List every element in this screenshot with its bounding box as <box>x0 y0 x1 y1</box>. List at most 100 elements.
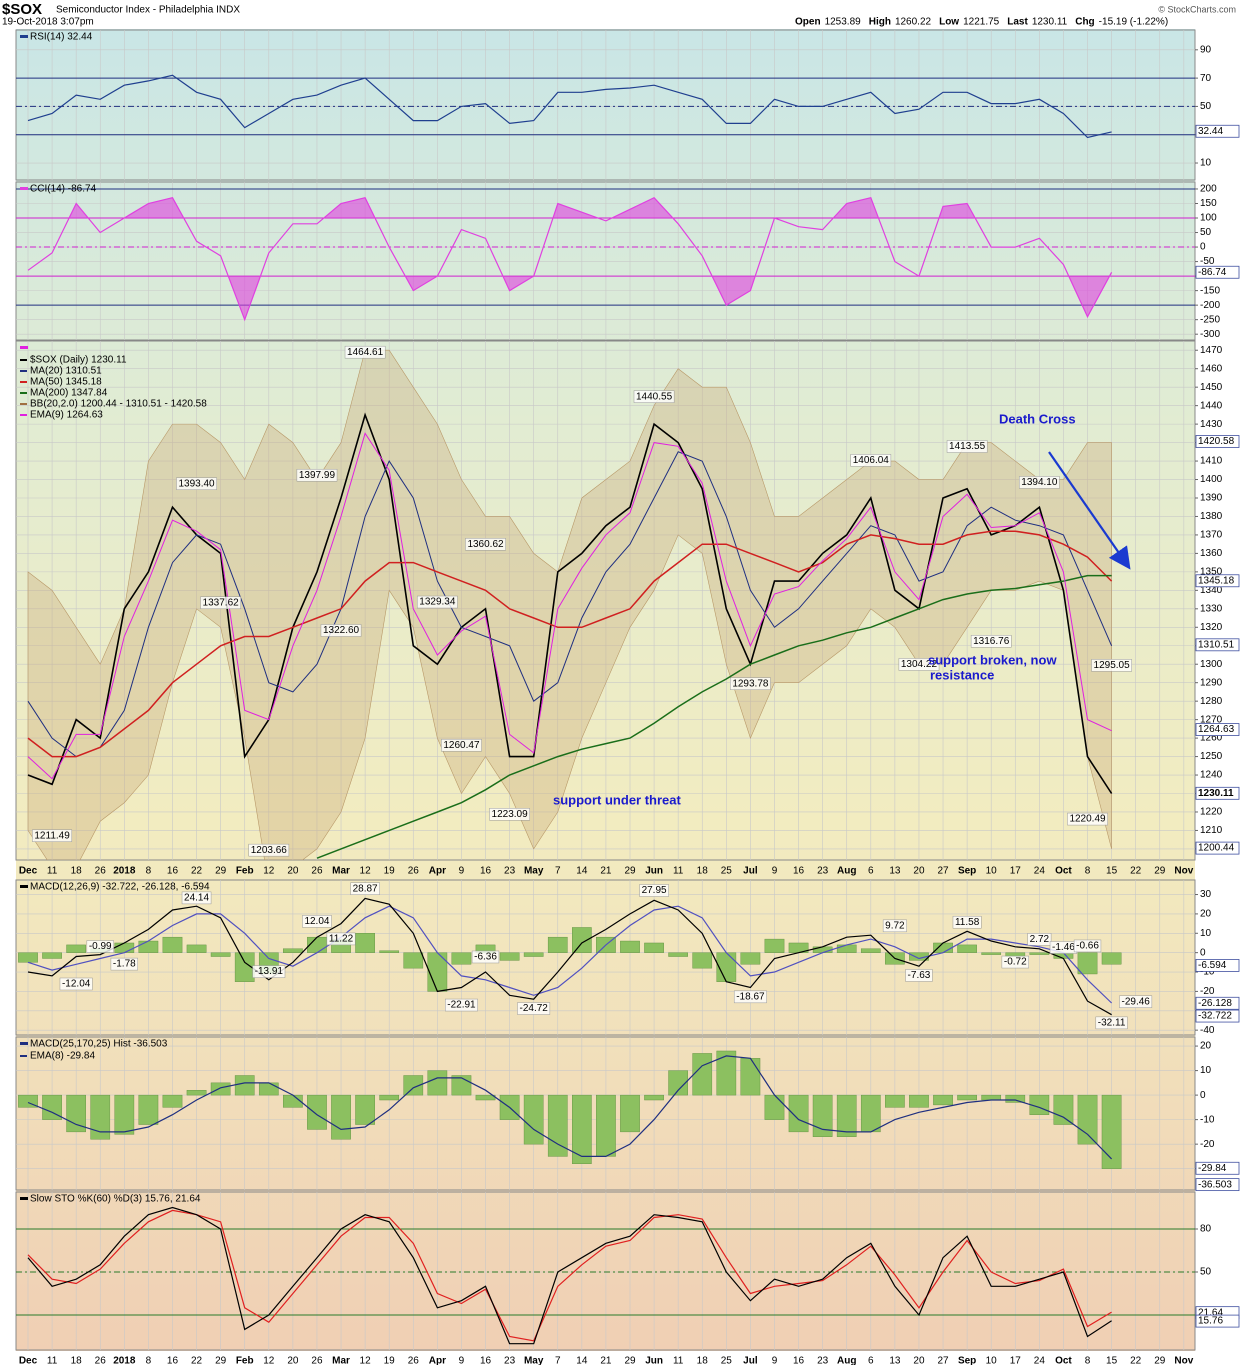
extreme-label-box <box>1027 933 1052 946</box>
y-tick-label: 10 <box>1200 158 1212 169</box>
extreme-label: 1406.04 <box>853 455 890 466</box>
y-tick-label: -10 <box>1200 967 1215 978</box>
value-tag-label: 1230.11 <box>1198 788 1234 799</box>
panel-title: Slow STO %K(60) %D(3) 15.76, 21.64 <box>30 1194 201 1205</box>
y-tick-label: 80 <box>1200 1224 1212 1235</box>
x-tick-label: 19 <box>384 1356 396 1365</box>
value-tag <box>1195 1178 1240 1192</box>
extreme-label-box <box>1073 939 1102 953</box>
panel-title: MACD(25,170,25) Hist -36.503 <box>30 1039 168 1050</box>
x-tick-label: 11 <box>47 866 58 877</box>
x-tick-label: 8 <box>146 1356 152 1365</box>
x-tick-label: Dec <box>19 1356 38 1365</box>
x-tick-label: 10 <box>986 1356 998 1365</box>
value-tag-label: -36.503 <box>1198 1179 1232 1190</box>
y-tick-label: 1440 <box>1200 400 1223 411</box>
extreme-label-box <box>882 919 907 933</box>
extreme-label-box <box>633 390 675 403</box>
extreme-label-box <box>86 940 114 953</box>
histogram-bar <box>764 938 785 953</box>
legend-swatch <box>20 1042 28 1045</box>
extreme-label-box <box>970 635 1012 648</box>
extreme-label: 1397.99 <box>299 470 336 481</box>
histogram-bar <box>668 952 688 957</box>
quote-value: 1260.22 <box>895 17 932 28</box>
histogram-bar <box>42 952 62 959</box>
series-line <box>27 1055 1113 1160</box>
index-name: Semiconductor Index - Philadelphia INDX <box>56 5 240 16</box>
y-tick-label: -250 <box>1200 314 1220 325</box>
x-tick-label: 11 <box>47 1356 58 1365</box>
x-tick-label: 12 <box>360 866 372 877</box>
histogram-bar <box>957 1094 977 1101</box>
extreme-label-box <box>489 808 530 821</box>
histogram-bar <box>1029 952 1050 955</box>
x-tick-label: 29 <box>215 866 227 877</box>
extreme-label: -7.63 <box>908 970 931 981</box>
histogram-bar <box>572 927 592 953</box>
extreme-label-box <box>350 882 380 895</box>
extreme-label-box <box>1019 476 1060 489</box>
y-tick-label: 20 <box>1200 1041 1212 1052</box>
quote-label: High <box>869 17 891 28</box>
x-tick-label: 18 <box>697 1356 709 1365</box>
extreme-label: 27.95 <box>642 885 667 896</box>
x-tick-label: Nov <box>1174 866 1193 877</box>
x-tick-label: 23 <box>504 1356 516 1365</box>
annotation: Death Cross <box>999 411 1076 426</box>
histogram-bar <box>764 1094 785 1120</box>
x-tick-label: 9 <box>772 1356 778 1365</box>
extreme-label-box <box>517 1002 551 1015</box>
histogram-bar <box>981 952 1002 955</box>
histogram-bar <box>668 1070 688 1096</box>
histogram-bar <box>836 1094 857 1137</box>
extreme-label-box <box>1091 659 1132 672</box>
annotation: support under threat <box>553 792 682 807</box>
y-tick-label: 1450 <box>1200 382 1223 393</box>
x-tick-label: 24 <box>1034 866 1046 877</box>
panel-frame <box>15 29 1196 181</box>
histogram-bar <box>379 950 400 953</box>
value-tag <box>1195 1314 1240 1328</box>
value-tag-label: -32.722 <box>1198 1011 1232 1022</box>
extreme-label: 1295.05 <box>1094 660 1131 671</box>
panel-frame <box>15 879 1196 1036</box>
y-tick-label: 1320 <box>1200 622 1223 633</box>
extreme-label-box <box>32 829 73 842</box>
x-tick-label: Mar <box>332 866 350 877</box>
histogram-bar <box>812 1094 833 1137</box>
extreme-label: 1440.55 <box>636 391 673 402</box>
extreme-label-box <box>248 843 290 857</box>
y-tick-label: 1370 <box>1200 530 1223 541</box>
extreme-label: 2.72 <box>1030 934 1050 945</box>
value-tag-label: 1345.18 <box>1198 575 1235 586</box>
value-tag-label: 21.64 <box>1198 1307 1223 1318</box>
x-tick-label: 6 <box>868 866 874 877</box>
value-tag <box>1195 435 1240 448</box>
extreme-label: 28.87 <box>353 883 378 894</box>
legend-entry: MA(50) 1345.18 <box>30 377 102 388</box>
credit: © StockCharts.com <box>1158 4 1236 14</box>
extreme-label: -0.99 <box>89 941 112 952</box>
histogram-bar <box>427 1070 448 1096</box>
extreme-label: 1329.34 <box>419 597 456 608</box>
extreme-label: -0.66 <box>1076 941 1099 952</box>
x-tick-label: 17 <box>1010 1356 1022 1365</box>
x-tick-label: 14 <box>576 866 588 877</box>
panel-frame <box>15 340 1196 861</box>
extreme-label: -24.72 <box>520 1003 549 1014</box>
quote-label: Chg <box>1075 17 1094 28</box>
value-tag-label: 1310.51 <box>1198 639 1235 650</box>
histogram-bar <box>162 936 183 953</box>
histogram-bar <box>283 948 303 953</box>
x-tick-label: 26 <box>408 1356 420 1365</box>
x-tick-label: 8 <box>146 866 152 877</box>
extreme-label-box <box>850 454 892 467</box>
histogram-bar <box>596 1094 616 1157</box>
histogram-bar <box>740 1058 761 1096</box>
x-tick-label: 7 <box>555 866 561 877</box>
histogram-bar <box>692 952 713 969</box>
y-tick-label: -200 <box>1200 300 1220 311</box>
value-tag-label: -86.74 <box>1198 267 1227 278</box>
legend-entry: BB(20,2.0) 1200.44 - 1310.51 - 1420.58 <box>30 399 207 410</box>
